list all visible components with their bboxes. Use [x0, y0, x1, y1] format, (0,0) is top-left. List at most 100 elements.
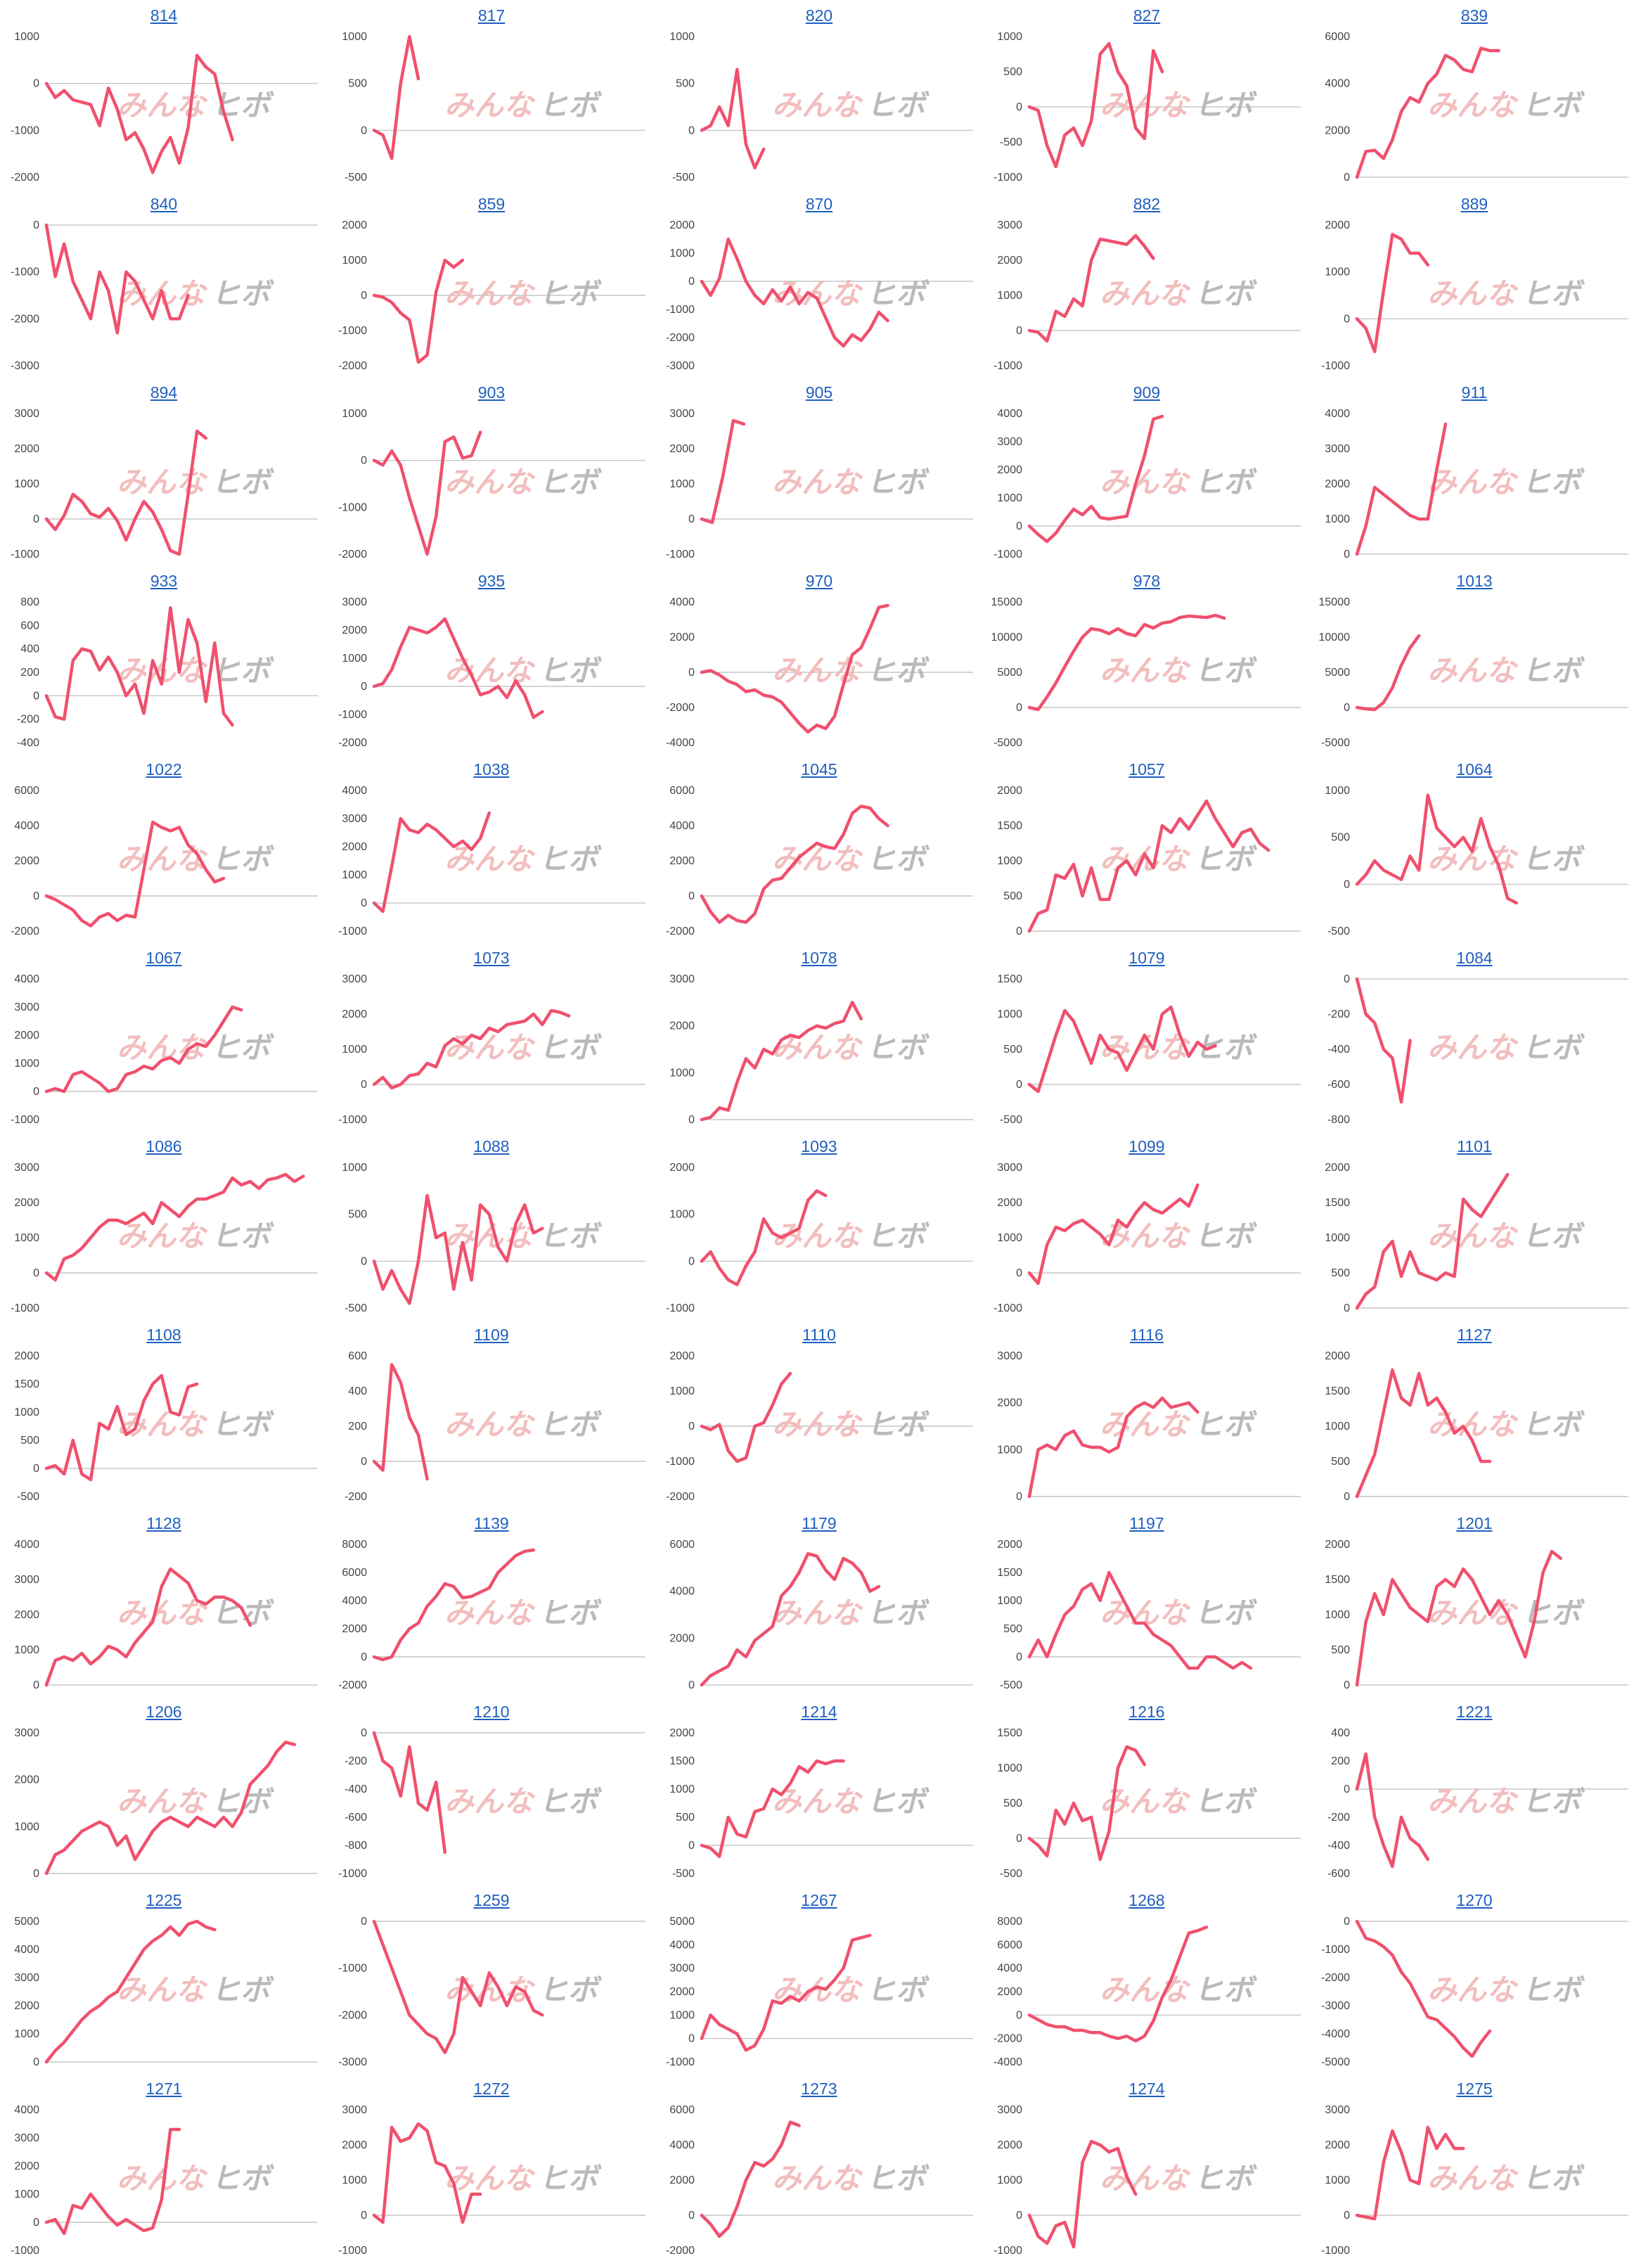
chart-title-link[interactable]: 1139	[474, 1514, 509, 1532]
chart-title-link[interactable]: 1110	[802, 1326, 836, 1344]
chart-title-link[interactable]: 970	[805, 572, 833, 590]
y-tick-label: 3000	[997, 2104, 1022, 2116]
chart-title-link[interactable]: 1214	[801, 1703, 837, 1721]
chart-title-link[interactable]: 1221	[1456, 1703, 1493, 1721]
chart-title-link[interactable]: 1013	[1456, 572, 1493, 590]
chart-title-link[interactable]: 1101	[1457, 1137, 1492, 1155]
chart-title-link[interactable]: 820	[805, 6, 833, 25]
chart-title-link[interactable]: 839	[1460, 6, 1488, 25]
chart-title-link[interactable]: 1271	[146, 2080, 182, 2098]
y-tick-label: -3000	[11, 360, 39, 372]
chart-title-link[interactable]: 1268	[1128, 1891, 1165, 1909]
chart-title-link[interactable]: 882	[1133, 195, 1161, 213]
chart-title-link[interactable]: 889	[1460, 195, 1488, 213]
chart-panel: 1221 400 200 0 -200 -400 -600 みんな ヒボ	[1311, 1696, 1638, 1885]
chart-title-link[interactable]: 909	[1133, 383, 1161, 402]
chart-title-link[interactable]: 933	[150, 572, 178, 590]
chart-title-link[interactable]: 935	[477, 572, 506, 590]
series-line	[700, 1933, 872, 2052]
chart-title-link[interactable]: 840	[150, 195, 178, 213]
chart-title-link[interactable]: 1109	[474, 1326, 509, 1344]
chart-plot: 2000 1500 1000 500 0 みんな ヒボ	[1325, 1350, 1628, 1503]
chart-title-link[interactable]: 1079	[1128, 949, 1165, 967]
chart-title-link[interactable]: 1022	[146, 760, 182, 779]
watermark-right-text: ヒボ	[1194, 465, 1257, 499]
chart-title-link[interactable]: 1073	[473, 949, 510, 967]
chart-title-link[interactable]: 905	[805, 383, 833, 402]
chart-title-link[interactable]: 1270	[1456, 1891, 1493, 1909]
chart-title-link[interactable]: 1273	[801, 2080, 837, 2098]
chart-title-link[interactable]: 1197	[1129, 1514, 1164, 1532]
chart-title-link[interactable]: 1216	[1128, 1703, 1165, 1721]
chart-title-link[interactable]: 1128	[146, 1514, 181, 1532]
watermark-right-text: ヒボ	[1194, 1219, 1257, 1253]
chart-plot: 15000 10000 5000 0 -5000 みんな ヒボ	[991, 596, 1301, 749]
watermark-right-text: ヒボ	[539, 1784, 602, 1819]
chart-panel: 1214 2000 1500 1000 500 0 -500 みんな ヒボ	[655, 1696, 983, 1885]
chart-title-link[interactable]: 870	[805, 195, 833, 213]
chart-title-link[interactable]: 827	[1133, 6, 1161, 25]
chart-title-link[interactable]: 1272	[473, 2080, 510, 2098]
y-tick-label: 0	[1016, 2210, 1022, 2222]
watermark: みんな ヒボ	[772, 1596, 929, 1630]
chart-title-link[interactable]: 1108	[146, 1326, 181, 1344]
chart-title-link[interactable]: 817	[477, 6, 506, 25]
chart-title-link[interactable]: 1088	[473, 1137, 510, 1155]
y-tick-label: -1000	[338, 501, 367, 513]
y-tick-label: 2000	[14, 1030, 39, 1042]
y-tick-label: 2000	[1325, 478, 1350, 490]
y-tick-label: 3000	[14, 1162, 39, 1174]
chart-title-link[interactable]: 1093	[801, 1137, 837, 1155]
chart-title-link[interactable]: 903	[477, 383, 506, 402]
chart-title-link[interactable]: 1086	[146, 1137, 182, 1155]
chart-title-link[interactable]: 1084	[1456, 949, 1493, 967]
chart-title-link[interactable]: 978	[1133, 572, 1161, 590]
chart-title-link[interactable]: 1127	[1457, 1326, 1492, 1344]
chart-title-link[interactable]: 1045	[801, 760, 837, 779]
chart-title-link[interactable]: 1206	[146, 1703, 182, 1721]
y-tick-label: 500	[1003, 66, 1022, 78]
y-tick-label: 4000	[14, 1944, 39, 1956]
chart-title-link[interactable]: 1267	[801, 1891, 837, 1909]
y-tick-label: 2000	[669, 1727, 695, 1739]
watermark: みんな ヒボ	[1427, 1030, 1585, 1065]
chart-title-link[interactable]: 859	[477, 195, 506, 213]
watermark-left-text: みんな	[772, 1407, 863, 1442]
watermark: みんな ヒボ	[1427, 842, 1585, 876]
chart-title-link[interactable]: 1067	[146, 949, 182, 967]
chart-title-link[interactable]: 1099	[1128, 1137, 1165, 1155]
y-tick-label: -5000	[1321, 737, 1350, 749]
watermark-right-text: ヒボ	[866, 276, 929, 311]
watermark-right-text: ヒボ	[866, 1407, 929, 1442]
chart-title-link[interactable]: 814	[150, 6, 178, 25]
chart-title-link[interactable]: 1274	[1128, 2080, 1165, 2098]
chart-title-link[interactable]: 1116	[1130, 1326, 1164, 1344]
chart-title-link[interactable]: 911	[1461, 383, 1488, 402]
watermark-right-text: ヒボ	[1194, 1407, 1257, 1442]
chart-title-link[interactable]: 1259	[473, 1891, 510, 1909]
y-tick-label: 1000	[669, 2009, 695, 2021]
chart-plot: 2000 1500 1000 500 0 みんな ヒボ	[1325, 1162, 1628, 1314]
chart-title-link[interactable]: 1038	[473, 760, 510, 779]
y-tick-label: -200	[345, 1755, 367, 1767]
y-tick-label: 0	[33, 2056, 39, 2068]
chart-title-link[interactable]: 1201	[1456, 1514, 1493, 1532]
y-tick-label: 4000	[342, 1595, 367, 1607]
watermark: みんな ヒボ	[1427, 1407, 1585, 1442]
chart-title-link[interactable]: 1179	[802, 1514, 837, 1532]
chart-title-link[interactable]: 1225	[146, 1891, 182, 1909]
chart-title-link[interactable]: 1057	[1128, 760, 1165, 779]
chart-title-link[interactable]: 1210	[473, 1703, 510, 1721]
chart-plot: 4000 3000 2000 1000 0 -1000 みんな ヒボ	[993, 408, 1301, 560]
chart-plot: 3000 2000 1000 0 -1000 みんな ヒボ	[338, 2104, 645, 2257]
chart-title-link[interactable]: 1064	[1456, 760, 1493, 779]
y-tick-label: 0	[361, 1079, 367, 1091]
y-tick-label: 1000	[14, 1821, 39, 1833]
chart-title-link[interactable]: 1275	[1456, 2080, 1493, 2098]
y-tick-label: 4000	[669, 596, 695, 608]
chart-title-link[interactable]: 1078	[801, 949, 837, 967]
y-tick-label: 0	[1016, 1079, 1022, 1091]
chart-title-link[interactable]: 894	[150, 383, 178, 402]
chart-plot: 6000 4000 2000 0 みんな ヒボ	[669, 1539, 973, 1691]
